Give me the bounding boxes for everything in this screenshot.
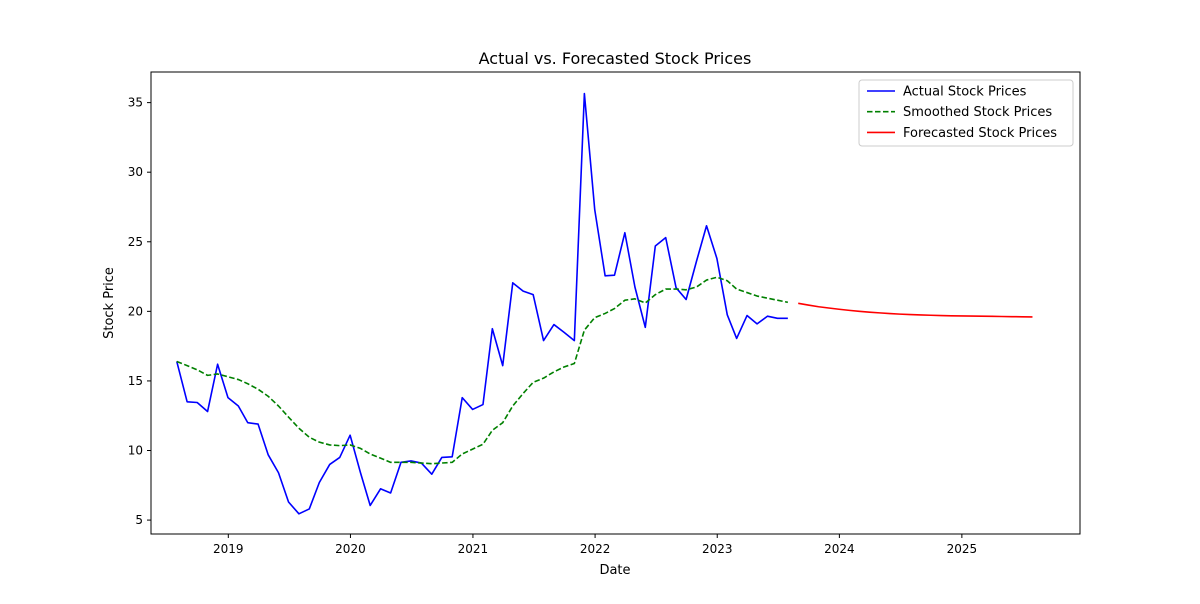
y-tick-label: 5 <box>135 513 143 527</box>
y-tick-label: 30 <box>128 165 143 179</box>
x-tick-label: 2020 <box>335 542 366 556</box>
legend-label: Smoothed Stock Prices <box>903 105 1052 120</box>
x-axis: 2019 2020 2021 2022 2023 2024 2025 <box>213 534 977 556</box>
series-1-group <box>175 92 788 515</box>
x-axis-label: Date <box>599 563 630 578</box>
series-layer <box>175 92 1033 515</box>
plot-area <box>150 71 1081 535</box>
x-tick-label: 2024 <box>824 542 855 556</box>
series-2-group <box>176 276 789 465</box>
series-line <box>798 302 1033 318</box>
legend: Actual Stock Prices Smoothed Stock Prices… <box>858 79 1074 147</box>
legend-label: Actual Stock Prices <box>903 85 1027 100</box>
legend-box <box>858 79 1074 147</box>
y-tick-label: 10 <box>128 444 143 458</box>
series-line <box>175 92 788 515</box>
chart-title: Actual vs. Forecasted Stock Prices <box>479 49 752 68</box>
x-tick-label: 2022 <box>580 542 611 556</box>
x-tick-label: 2025 <box>947 542 978 556</box>
y-axis: 5 10 15 20 25 30 35 <box>128 96 151 527</box>
y-axis-label: Stock Price <box>102 267 117 339</box>
legend-label: Forecasted Stock Prices <box>903 126 1057 141</box>
plot-frame <box>150 71 1081 535</box>
y-tick-label: 20 <box>128 304 143 318</box>
x-tick-label: 2021 <box>458 542 489 556</box>
y-tick-label: 25 <box>128 235 143 249</box>
y-tick-label: 35 <box>128 96 143 110</box>
y-tick-label: 15 <box>128 374 143 388</box>
plot-background <box>151 72 1080 534</box>
x-tick-label: 2019 <box>213 542 244 556</box>
x-tick-label: 2023 <box>702 542 733 556</box>
series-line <box>176 276 789 465</box>
series-3-group <box>798 302 1033 318</box>
